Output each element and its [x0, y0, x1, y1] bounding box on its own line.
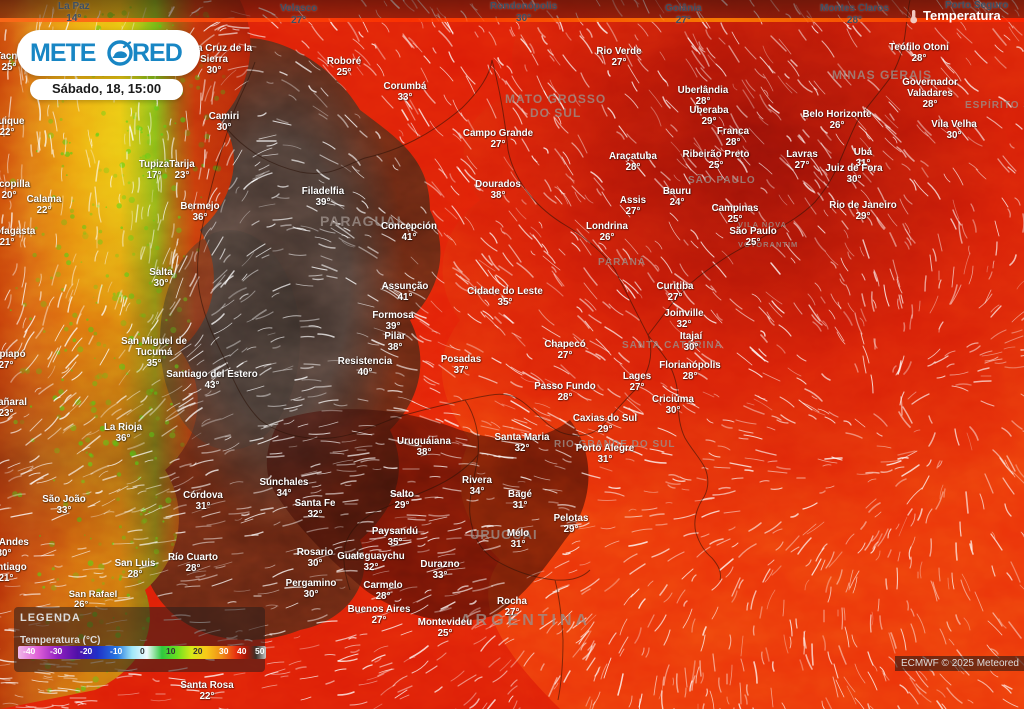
svg-text:RED: RED [132, 39, 182, 67]
svg-text:METE: METE [30, 39, 96, 67]
